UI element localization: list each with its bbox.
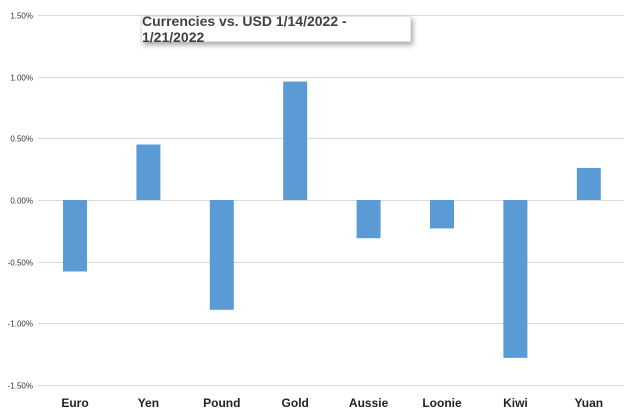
x-tick-label: Pound [203, 396, 240, 410]
y-tick-label: 0.50% [10, 135, 33, 144]
bar-yen [136, 144, 161, 200]
bar-pound [209, 200, 234, 310]
x-tick-label: Euro [61, 396, 88, 410]
x-tick-label: Gold [282, 396, 309, 410]
y-tick-label: 1.00% [10, 74, 33, 83]
y-axis-ticks: 1.50% 1.00% 0.50% 0.00% -0.50% -1.00% -1.50% [8, 12, 33, 391]
bar-euro [63, 200, 87, 272]
x-axis-ticks: Euro Yen Pound Gold Aussie Loonie Kiwi Yuan [61, 396, 603, 410]
bar-yuan [576, 167, 601, 200]
gridlines [38, 15, 624, 386]
x-tick-label: Loonie [422, 396, 462, 410]
bar-kiwi [503, 200, 528, 358]
y-tick-label: -1.00% [8, 320, 33, 329]
bar-aussie [356, 200, 381, 239]
x-tick-label: Kiwi [503, 396, 528, 410]
x-tick-label: Yuan [574, 396, 603, 410]
y-tick-label: -1.50% [8, 382, 33, 391]
y-tick-label: 0.00% [10, 197, 33, 206]
y-tick-label: 1.50% [10, 12, 33, 21]
chart-title: Currencies vs. USD 1/14/2022 - 1/21/2022 [141, 13, 411, 45]
x-tick-label: Aussie [349, 396, 389, 410]
x-tick-label: Yen [138, 396, 159, 410]
bar-gold [283, 81, 308, 200]
bars [63, 81, 601, 358]
y-tick-label: -0.50% [8, 259, 33, 268]
bar-loonie [430, 200, 454, 229]
